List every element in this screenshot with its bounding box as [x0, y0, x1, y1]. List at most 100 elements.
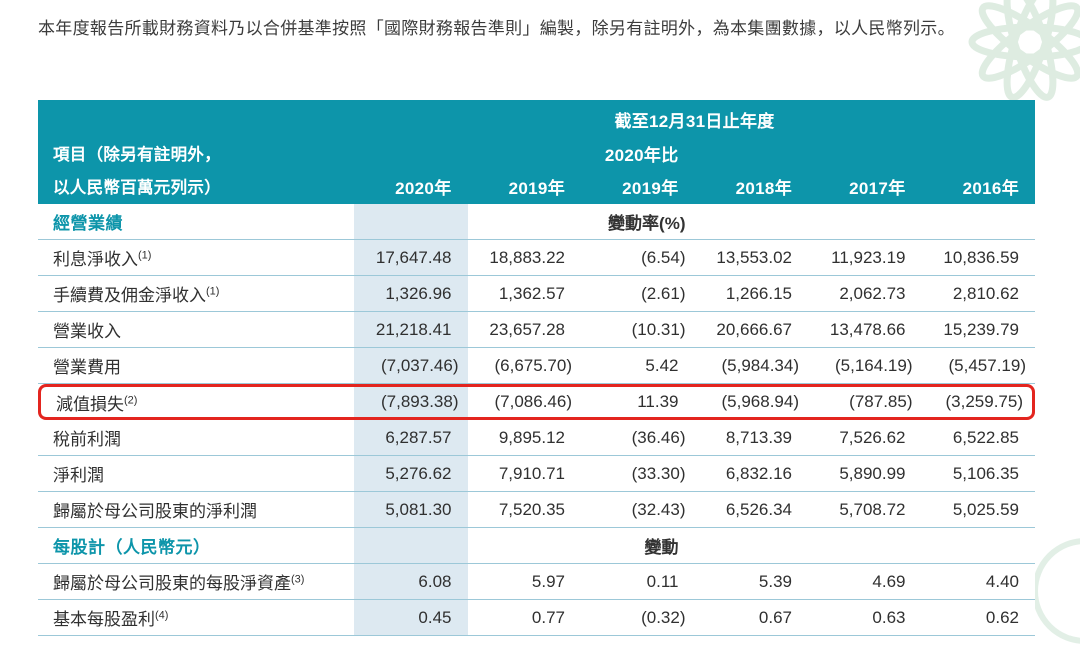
year-header-2018: 2018年: [694, 168, 808, 204]
section-cell: [467, 528, 581, 564]
value-cell: 1,326.96: [354, 276, 468, 312]
value-cell: 18,883.22: [467, 240, 581, 276]
value-cell: 2,062.73: [808, 276, 922, 312]
section-cell: [694, 204, 808, 240]
highlighted-table-row: 減值損失(2) (7,893.38) (7,086.46) 11.39 (5,968.9…: [38, 384, 1035, 420]
value-cell: 2,810.62: [921, 276, 1035, 312]
section-cell: [808, 528, 922, 564]
value-cell: 6.08: [354, 564, 468, 600]
value-cell: 13,553.02: [694, 240, 808, 276]
table-row: 歸屬於母公司股東的每股淨資產(3) 6.08 5.97 0.11 5.39 4.69 4.4…: [38, 564, 1035, 600]
section-row: 每股計（人民幣元） 變動: [38, 528, 1035, 564]
year-header-2019-comparison: 2019年: [581, 168, 695, 204]
row-label: 基本每股盈利(4): [38, 600, 354, 636]
value-cell: 5,708.72: [808, 492, 922, 528]
value-cell: 1,266.15: [694, 276, 808, 312]
value-cell: (7,037.46): [354, 348, 468, 384]
row-label: 歸屬於母公司股東的淨利潤: [38, 492, 354, 528]
section-cell: [354, 528, 468, 564]
row-label: 營業費用: [38, 348, 354, 384]
table-row: 利息淨收入(1) 17,647.48 18,883.22 (6.54) 13,553.0…: [38, 240, 1035, 276]
row-label: 淨利潤: [38, 456, 354, 492]
table-row: 營業收入 21,218.41 23,657.28 (10.31) 20,666.67 13…: [38, 312, 1035, 348]
value-cell: (6.54): [581, 240, 695, 276]
row-label: 稅前利潤: [38, 420, 354, 456]
section-cell: [467, 204, 581, 240]
value-cell: 5.39: [694, 564, 808, 600]
footnote-ref: (4): [155, 609, 169, 622]
footnote-ref: (2): [124, 393, 138, 406]
table-row: 歸屬於母公司股東的淨利潤 5,081.30 7,520.35 (32.43) 6,526…: [38, 492, 1035, 528]
value-cell: 11.39: [581, 384, 695, 420]
table-header: 截至12月31日止年度 項目（除另有註明外， 2020年比 以人民幣百萬元列示）…: [38, 100, 1035, 204]
value-cell: 20,666.67: [694, 312, 808, 348]
table-row: 稅前利潤 6,287.57 9,895.12 (36.46) 8,713.39 7,526…: [38, 420, 1035, 456]
value-cell: 0.67: [694, 600, 808, 636]
header-spacer: [694, 138, 1035, 168]
year-header-row: 以人民幣百萬元列示） 2020年 2019年 2019年 2018年 2017年…: [38, 168, 1035, 204]
value-cell: 6,832.16: [694, 456, 808, 492]
year-header-2016: 2016年: [921, 168, 1035, 204]
value-cell: (2.61): [581, 276, 695, 312]
period-header-row: 截至12月31日止年度: [38, 100, 1035, 138]
value-cell: 5,890.99: [808, 456, 922, 492]
value-cell: (0.32): [581, 600, 695, 636]
section-row: 經營業績 變動率(%): [38, 204, 1035, 240]
row-label: 減值損失(2): [38, 384, 354, 420]
section-cell: [921, 528, 1035, 564]
value-cell: 23,657.28: [467, 312, 581, 348]
section-cell: [808, 204, 922, 240]
year-header-2017: 2017年: [808, 168, 922, 204]
value-cell: (33.30): [581, 456, 695, 492]
year-header-2019: 2019年: [467, 168, 581, 204]
value-cell: (6,675.70): [467, 348, 581, 384]
item-header-line2: 以人民幣百萬元列示）: [38, 168, 354, 204]
footnote-ref: (1): [138, 249, 152, 262]
value-cell: 0.45: [354, 600, 468, 636]
value-cell: 7,526.62: [808, 420, 922, 456]
value-cell: 11,923.19: [808, 240, 922, 276]
section-title: 每股計（人民幣元）: [38, 528, 354, 564]
intro-paragraph: 本年度報告所載財務資料乃以合併基準按照「國際財務報告準則」編製，除另有註明外，為…: [38, 19, 955, 38]
value-cell: (3,259.75): [921, 384, 1035, 420]
value-cell: 4.40: [921, 564, 1035, 600]
footnote-ref: (3): [291, 573, 305, 586]
value-cell: 0.63: [808, 600, 922, 636]
value-cell: 17,647.48: [354, 240, 468, 276]
header-spacer: [38, 100, 354, 138]
item-header-line1: 項目（除另有註明外，: [38, 138, 354, 168]
row-label: 歸屬於母公司股東的每股淨資產(3): [38, 564, 354, 600]
value-cell: 6,526.34: [694, 492, 808, 528]
table-row: 基本每股盈利(4) 0.45 0.77 (0.32) 0.67 0.63 0.62: [38, 600, 1035, 636]
row-label: 利息淨收入(1): [38, 240, 354, 276]
value-cell: 5,106.35: [921, 456, 1035, 492]
value-cell: (5,968.94): [694, 384, 808, 420]
value-cell: 7,520.35: [467, 492, 581, 528]
section-note: 變動: [581, 528, 695, 564]
value-cell: 5,025.59: [921, 492, 1035, 528]
value-cell: (36.46): [581, 420, 695, 456]
value-cell: (32.43): [581, 492, 695, 528]
value-cell: 0.62: [921, 600, 1035, 636]
change-header: 2020年比: [581, 138, 695, 168]
value-cell: 0.11: [581, 564, 695, 600]
row-label: 營業收入: [38, 312, 354, 348]
section-title: 經營業績: [38, 204, 354, 240]
period-header: 截至12月31日止年度: [354, 100, 1035, 138]
section-note: 變動率(%): [581, 204, 695, 240]
header-spacer: [354, 138, 581, 168]
table-row: 手續費及佣金淨收入(1) 1,326.96 1,362.57 (2.61) 1,266.…: [38, 276, 1035, 312]
value-cell: 7,910.71: [467, 456, 581, 492]
row-label: 手續費及佣金淨收入(1): [38, 276, 354, 312]
value-cell: (5,164.19): [808, 348, 922, 384]
financial-summary: 截至12月31日止年度 項目（除另有註明外， 2020年比 以人民幣百萬元列示）…: [38, 100, 1035, 636]
value-cell: (7,893.38): [354, 384, 468, 420]
section-cell: [354, 204, 468, 240]
value-cell: (10.31): [581, 312, 695, 348]
section-cell: [921, 204, 1035, 240]
value-cell: (7,086.46): [467, 384, 581, 420]
value-cell: (5,457.19): [921, 348, 1035, 384]
change-header-row: 項目（除另有註明外， 2020年比: [38, 138, 1035, 168]
value-cell: 5.42: [581, 348, 695, 384]
